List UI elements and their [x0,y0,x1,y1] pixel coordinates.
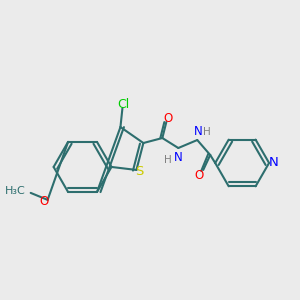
Text: N: N [174,152,183,164]
Text: H: H [164,155,172,165]
Text: Cl: Cl [117,98,130,111]
Text: S: S [135,165,144,178]
Text: N: N [269,157,279,169]
Text: H: H [203,127,211,137]
Text: N: N [194,124,203,137]
Text: O: O [39,195,48,208]
Text: H₃C: H₃C [5,186,26,196]
Text: O: O [164,112,173,124]
Text: O: O [195,169,204,182]
